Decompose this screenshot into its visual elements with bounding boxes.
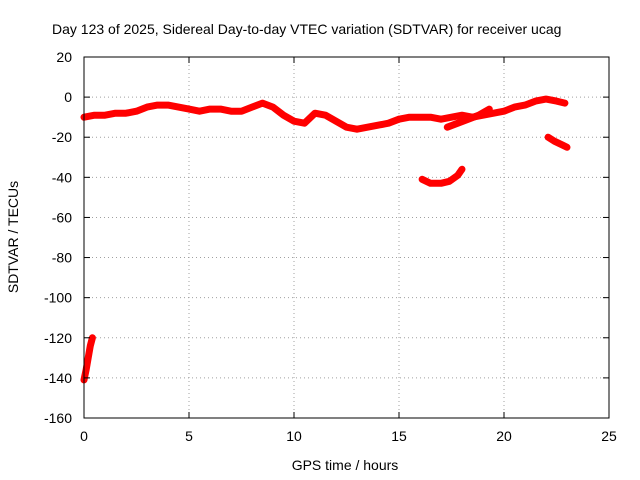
y-tick-label: 0 xyxy=(64,89,72,105)
series-line-segment-6 xyxy=(80,334,96,384)
y-tick-label: -60 xyxy=(52,209,72,225)
y-axis-label: SDTVAR / TECUs xyxy=(5,181,21,293)
series-line-segment-5 xyxy=(544,133,571,151)
x-tick-label: 5 xyxy=(185,428,193,444)
series-line-main xyxy=(80,99,403,133)
y-tick-label: -80 xyxy=(52,250,72,266)
y-tick-label: 20 xyxy=(56,49,72,65)
x-tick-label: 20 xyxy=(496,428,512,444)
y-tick-label: -100 xyxy=(44,290,72,306)
y-tick-label: -40 xyxy=(52,169,72,185)
axis-ticks: 0 5 10 15 20 25 20 0 -20 -40 -60 -80 -100 -120 -140 -16… xyxy=(44,49,617,444)
chart-title: Day 123 of 2025, Sidereal Day-to-day VTE… xyxy=(52,21,561,37)
plot-frame xyxy=(83,56,610,419)
x-tick-label: 25 xyxy=(601,428,617,444)
y-tick-label: -160 xyxy=(44,410,72,426)
x-tick-label: 10 xyxy=(286,428,302,444)
y-tick-label: -120 xyxy=(44,330,72,346)
data-series xyxy=(80,95,571,384)
y-tick-label: -20 xyxy=(52,129,72,145)
x-tick-label: 0 xyxy=(80,428,88,444)
y-tick-label: -140 xyxy=(44,370,72,386)
x-axis-label: GPS time / hours xyxy=(292,457,399,473)
series-line-segment-4 xyxy=(418,165,466,187)
series-line-segment-3 xyxy=(443,105,493,131)
x-tick-label: 15 xyxy=(391,428,407,444)
